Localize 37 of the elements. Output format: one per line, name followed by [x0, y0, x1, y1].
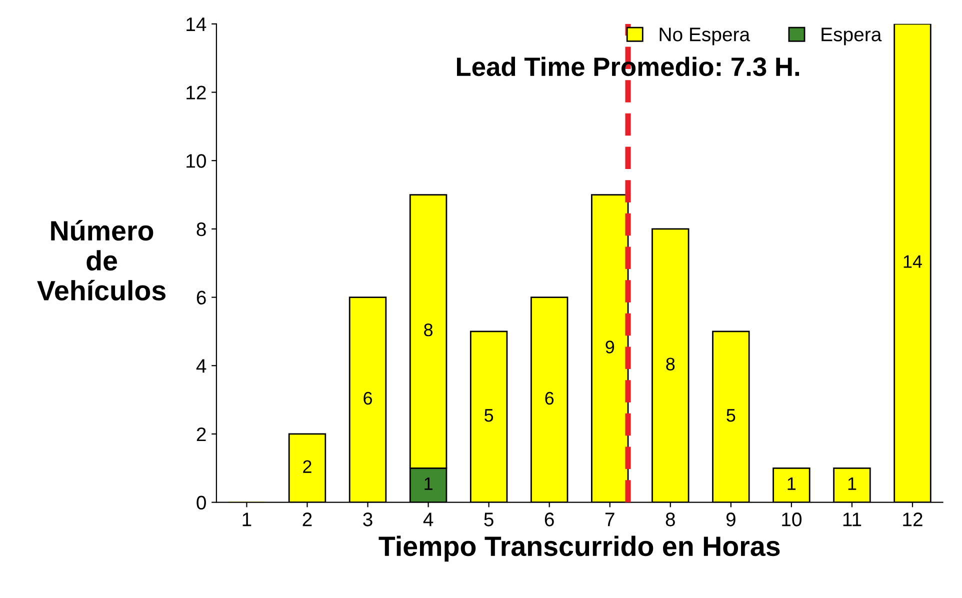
- x-tick-label: 8: [666, 512, 675, 526]
- x-tick-label: 11: [843, 512, 862, 526]
- y-tick-label: 8: [196, 222, 206, 236]
- legend-label: No Espera: [660, 28, 750, 46]
- data-label: 8: [424, 324, 433, 336]
- data-label: 1: [424, 477, 432, 490]
- y-tick-label: 4: [196, 359, 206, 373]
- x-axis-title: Tiempo Transcurrido en Horas: [378, 536, 780, 562]
- y-axis-title: Número de Vehículos: [37, 220, 166, 300]
- x-tick-label: 9: [726, 512, 736, 526]
- data-label: 9: [606, 340, 614, 354]
- data-label: 2: [303, 460, 312, 473]
- data-label: 6: [364, 392, 372, 405]
- x-tick-label: 2: [302, 512, 312, 526]
- y-tick-label: 2: [196, 427, 206, 442]
- data-label: 5: [726, 409, 736, 422]
- x-tick-label: 12: [903, 512, 922, 526]
- legend-label: Espera: [822, 28, 882, 46]
- data-label: 1: [788, 477, 796, 490]
- y-tick-label: 6: [196, 290, 206, 305]
- y-tick-label: 10: [186, 154, 206, 168]
- data-label: 5: [484, 409, 494, 422]
- data-label: 6: [545, 392, 554, 405]
- y-tick-label: 14: [186, 18, 206, 31]
- x-tick-label: 4: [423, 512, 434, 526]
- x-tick-label: 1: [242, 512, 252, 526]
- y-tick-label: 0: [196, 496, 206, 510]
- x-tick-label: 6: [544, 512, 554, 526]
- ref-line-label: Lead Time Promedio: 7.3 H.: [456, 56, 800, 76]
- data-label: 8: [666, 358, 675, 370]
- y-tick-label: 12: [186, 86, 206, 100]
- x-tick-label: 3: [363, 512, 372, 526]
- x-tick-label: 7: [605, 512, 614, 526]
- x-tick-label: 5: [484, 512, 494, 526]
- data-label: 14: [904, 255, 922, 268]
- x-tick-label: 10: [782, 512, 802, 526]
- data-label: 1: [848, 477, 856, 490]
